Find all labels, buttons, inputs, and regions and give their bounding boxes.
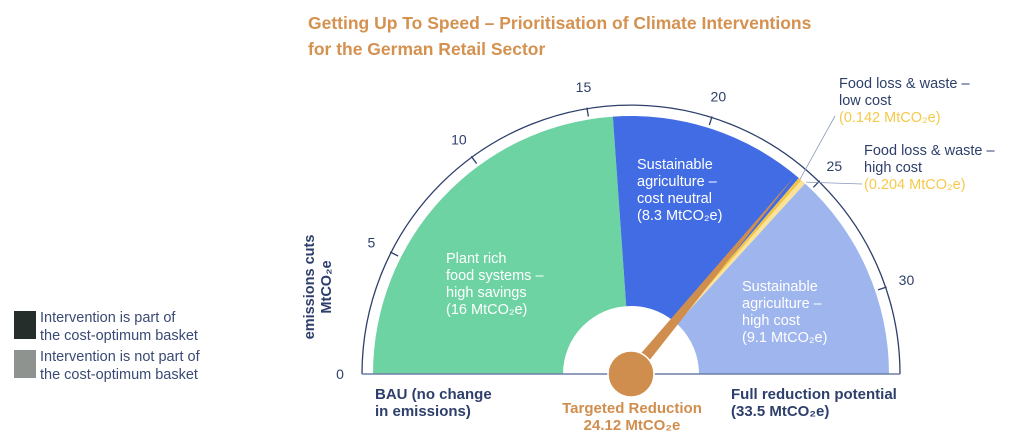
tick-label: 15: [576, 79, 592, 95]
text-line: agriculture –: [742, 296, 823, 312]
bau-label: BAU (no change in emissions): [375, 386, 492, 420]
segment-0: [373, 116, 631, 375]
text-line: (0.204 MtCO₂e): [864, 177, 966, 193]
text-line: high savings: [446, 285, 527, 301]
text-line: (8.3 MtCO₂e): [637, 208, 722, 224]
callout-line-low-cost: [799, 115, 836, 180]
gauge-center-hole: [563, 306, 699, 374]
needle: [626, 176, 795, 378]
tick-mark: [586, 107, 589, 117]
chart-title: Getting Up To Speed – Prioritisation of …: [308, 10, 828, 62]
text-line: emissions cuts: [302, 235, 318, 340]
legend-text: Intervention is not part of: [40, 349, 200, 365]
legend-swatch-dark: [14, 311, 36, 339]
needle-label: Targeted Reduction 24.12 MtCO₂e: [562, 400, 702, 434]
text-line: BAU (no change: [375, 386, 492, 403]
tick-label: 0: [336, 366, 344, 382]
text-line: MtCO₂e: [319, 260, 335, 313]
tick-mark: [877, 286, 887, 291]
text-line: high cost: [742, 313, 800, 329]
text-line: low cost: [839, 93, 891, 109]
callout-food-waste-high-cost: Food loss & waste – high cost (0.204 MtCO₂…: [864, 143, 995, 193]
callout-food-waste-low-cost: Food loss & waste – low cost (0.142 MtCO₂e…: [839, 76, 970, 126]
legend-text: Intervention is part of: [40, 310, 176, 326]
legend-text: the cost-optimum basket: [40, 367, 198, 383]
text-line: (16 MtCO₂e): [446, 302, 527, 318]
callout-line-high-cost: [806, 181, 863, 185]
tick-mark: [708, 116, 713, 126]
segment-label-plant-rich: Plant rich food systems – high savings (16 …: [446, 251, 544, 318]
full-potential-label: Full reduction potential (33.5 MtCO₂e): [731, 386, 897, 420]
text-line: high cost: [864, 160, 922, 176]
tick-mark: [812, 180, 821, 188]
text-line: food systems –: [446, 268, 544, 284]
segment-label-sust-ag-high: Sustainable agriculture – high cost (9.1 Mt…: [742, 279, 827, 346]
text-line: in emissions): [375, 403, 471, 420]
text-line: Targeted Reduction: [562, 400, 702, 417]
gauge-outline-arc: [361, 104, 901, 375]
text-line: Sustainable: [742, 279, 818, 295]
text-line: Food loss & waste –: [839, 76, 970, 92]
text-line: Sustainable: [637, 157, 713, 173]
tick-label: 5: [368, 234, 376, 250]
text-line: 24.12 MtCO₂e: [584, 417, 681, 434]
segment-1: [612, 115, 799, 374]
text-line: Full reduction potential: [731, 386, 897, 403]
text-line: Food loss & waste –: [864, 143, 995, 159]
title-line-1: Getting Up To Speed – Prioritisation of …: [308, 13, 812, 33]
tick-label: 30: [899, 272, 915, 288]
tick-label: 25: [827, 158, 843, 174]
text-line: (33.5 MtCO₂e): [731, 403, 829, 420]
y-axis-label: emissions cutsMtCO₂e: [302, 235, 335, 340]
text-line: Plant rich: [446, 251, 506, 267]
tick-label: 10: [451, 131, 467, 147]
text-line: agriculture –: [637, 174, 718, 190]
title-line-2: for the German Retail Sector: [308, 39, 546, 59]
tick-mark: [470, 155, 478, 164]
text-line: cost neutral: [637, 191, 712, 207]
text-line: (9.1 MtCO₂e): [742, 330, 827, 346]
text-line: (0.142 MtCO₂e): [839, 110, 941, 126]
segment-4: [631, 183, 889, 374]
tick-label: 20: [711, 88, 727, 104]
tick-mark: [389, 251, 399, 257]
legend-text: the cost-optimum basket: [40, 328, 198, 344]
legend-swatch-grey: [14, 350, 36, 378]
segment-label-sust-ag-neutral: Sustainable agriculture – cost neutral (8.3…: [637, 157, 722, 224]
needle-hub: [607, 350, 655, 398]
